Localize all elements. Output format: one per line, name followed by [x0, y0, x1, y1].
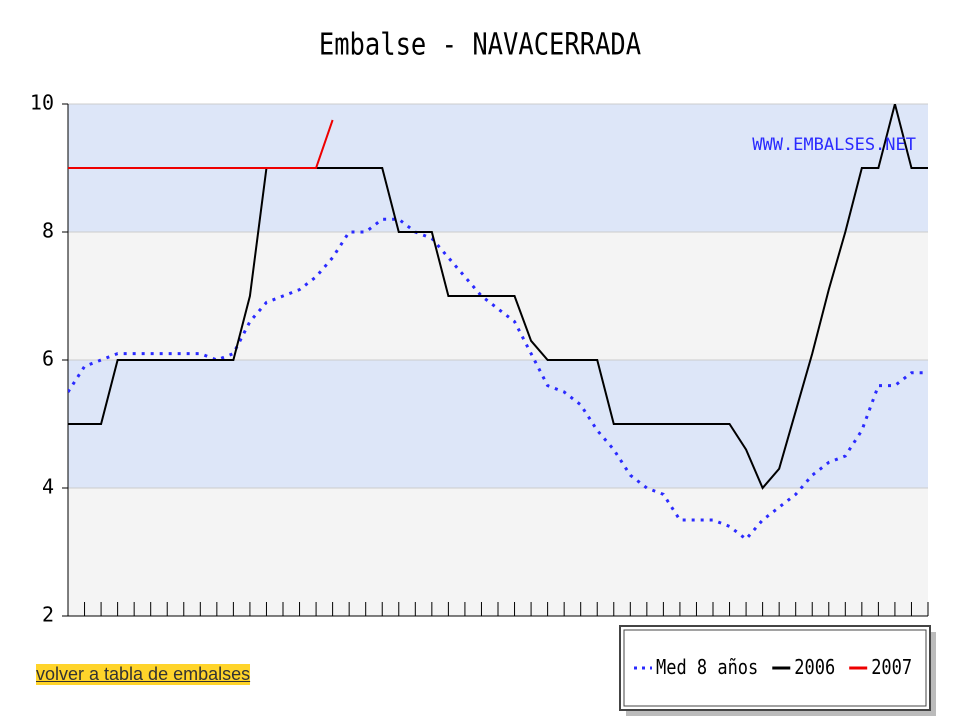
- y-tick-label: 2: [42, 603, 54, 627]
- series-line: [68, 119, 334, 169]
- legend-label: Med 8 años: [656, 657, 758, 680]
- legend-inner: [623, 629, 927, 707]
- y-tick-label: 4: [42, 475, 54, 499]
- y-tick-label: 6: [42, 347, 54, 371]
- watermark: WWW.EMBALSES.NET: [752, 135, 916, 155]
- legend-label: 2007: [871, 657, 912, 680]
- band: [68, 488, 928, 616]
- series-line: [68, 104, 928, 490]
- chart-title: Embalse - NAVACERRADA: [319, 27, 641, 63]
- legend: Med 8 años 2006 2007: [619, 625, 936, 716]
- legend-label: 2006: [794, 657, 835, 680]
- band: [68, 360, 928, 488]
- y-tick-label: 10: [30, 91, 54, 115]
- y-tick-label: 8: [42, 219, 54, 243]
- back-link[interactable]: volver a tabla de embalses: [36, 664, 251, 685]
- plot: 2 4 6 8 10: [30, 91, 929, 627]
